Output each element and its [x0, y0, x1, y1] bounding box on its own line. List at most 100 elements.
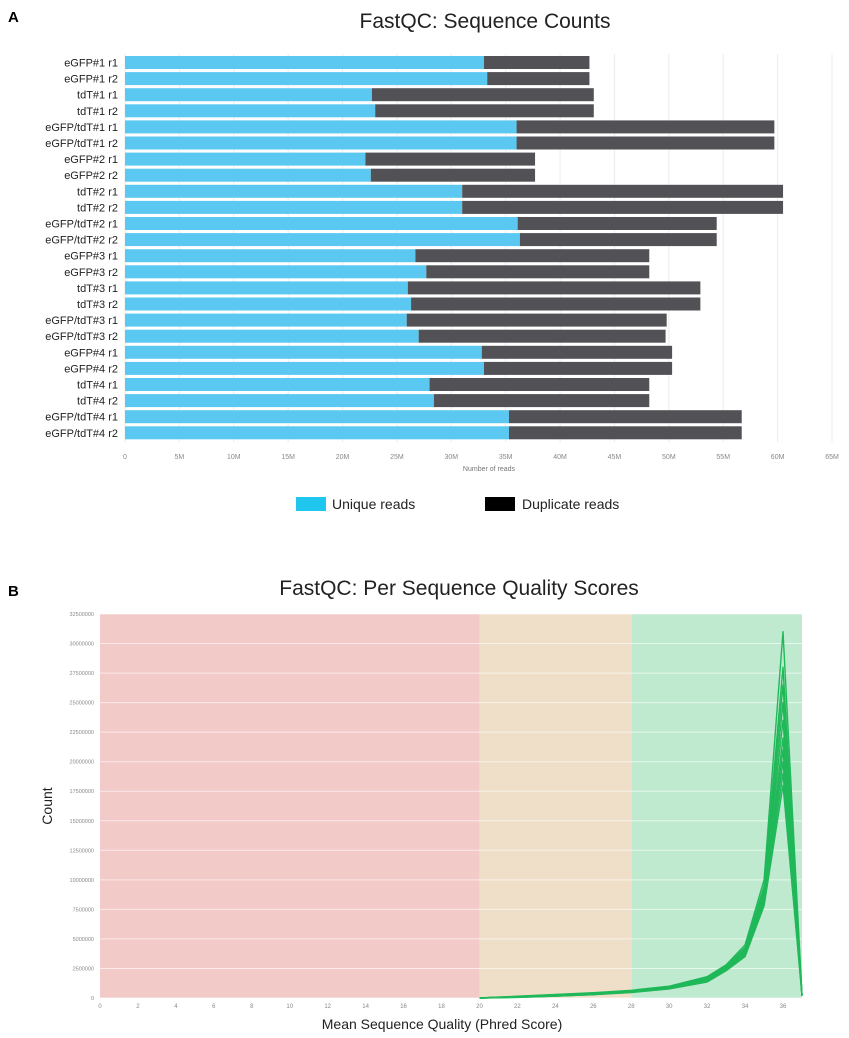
category-label: eGFP/tdT#3 r2 [45, 331, 118, 343]
x-tick-label: 18 [438, 1004, 445, 1010]
legend-swatch-unique [296, 497, 326, 511]
panel-a-title: FastQC: Sequence Counts [360, 10, 611, 33]
x-tick-label: 15M [281, 454, 295, 461]
y-tick-label: 22500000 [70, 730, 94, 736]
bar-unique [125, 378, 430, 391]
x-tick-label: 26 [590, 1004, 597, 1010]
panel-b-title: FastQC: Per Sequence Quality Scores [279, 577, 639, 600]
x-tick-label: 60M [771, 454, 785, 461]
bar-unique [125, 56, 484, 69]
panel-a-legend: Unique reads Duplicate reads [296, 496, 619, 512]
bar-duplicate [517, 217, 717, 230]
category-label: tdT#1 r1 [77, 90, 118, 102]
bar-duplicate [462, 200, 784, 214]
x-tick-label: 10 [286, 1004, 293, 1010]
x-tick-label: 20M [336, 454, 350, 461]
category-label: eGFP#3 r1 [64, 251, 118, 263]
category-label: eGFP/tdT#4 r2 [45, 428, 118, 440]
panel-a-category-labels: eGFP#1 r1 eGFP#1 r2 tdT#1 r1 tdT#1 r2 eGFP/t… [45, 58, 118, 440]
quality-line [479, 784, 803, 999]
y-tick-label: 17500000 [70, 789, 94, 795]
bar-unique [125, 184, 463, 198]
x-tick-label: 6 [212, 1004, 216, 1010]
category-label: eGFP#1 r1 [64, 58, 118, 70]
y-tick-label: 2500000 [73, 966, 94, 972]
bar-unique [125, 281, 408, 295]
quality-band [479, 614, 632, 998]
legend-label-unique: Unique reads [332, 496, 415, 512]
bar-duplicate [481, 345, 673, 359]
bar-unique [125, 233, 520, 247]
panel-b-gridlines [100, 613, 802, 999]
bar-unique [125, 152, 366, 166]
bar-duplicate [519, 233, 717, 247]
legend-swatch-duplicate [485, 497, 515, 511]
x-tick-label: 4 [174, 1004, 178, 1010]
bar-unique [125, 104, 376, 118]
y-tick-label: 32500000 [70, 612, 94, 618]
category-label: tdT#4 r1 [77, 380, 118, 392]
panel-b-letter: B [8, 583, 19, 600]
bar-duplicate [487, 72, 590, 86]
bar-duplicate [508, 426, 742, 440]
bar-unique [125, 313, 407, 327]
category-label: eGFP/tdT#2 r1 [45, 219, 118, 231]
bar-duplicate [365, 152, 536, 166]
category-label: tdT#2 r1 [77, 186, 118, 198]
bar-duplicate [418, 329, 666, 343]
x-tick-label: 8 [250, 1004, 254, 1010]
x-tick-label: 2 [136, 1004, 140, 1010]
bar-unique [125, 72, 488, 86]
category-label: tdT#3 r1 [77, 283, 118, 295]
x-tick-label: 24 [552, 1004, 559, 1010]
bar-duplicate [483, 361, 673, 375]
category-label: eGFP#4 r1 [64, 347, 118, 359]
category-label: eGFP#3 r2 [64, 267, 118, 279]
bar-duplicate [371, 88, 594, 102]
category-label: eGFP#2 r2 [64, 170, 118, 182]
panel-a-gridlines [124, 54, 833, 443]
panel-b-quality-bands [100, 614, 802, 998]
bar-duplicate [429, 378, 650, 391]
category-label: eGFP/tdT#2 r2 [45, 235, 118, 247]
bar-duplicate [516, 136, 775, 150]
category-label: eGFP#2 r1 [64, 154, 118, 166]
category-label: eGFP/tdT#1 r1 [45, 122, 118, 134]
panel-a-letter: A [8, 9, 19, 26]
x-tick-label: 22 [514, 1004, 521, 1010]
category-label: tdT#2 r2 [77, 202, 118, 214]
y-tick-label: 5000000 [73, 937, 94, 943]
bar-duplicate [483, 56, 590, 69]
bar-unique [125, 329, 419, 343]
x-tick-label: 45M [608, 454, 622, 461]
panel-b-y-ticks: 0 2500000 5000000 7500000 10000000 12500000 15… [70, 612, 94, 1002]
bar-unique [125, 265, 427, 279]
x-tick-label: 10M [227, 454, 241, 461]
x-tick-label: 36 [780, 1004, 787, 1010]
y-tick-label: 15000000 [70, 819, 94, 825]
x-tick-label: 0 [123, 454, 127, 461]
panel-a-x-ticks: 0 5M 10M 15M 20M 25M 30M 35M 40M 45M 50M 55M 60M 65M [123, 454, 839, 461]
y-tick-label: 7500000 [73, 907, 94, 913]
bar-unique [125, 88, 372, 102]
quality-band [100, 614, 480, 998]
bar-unique [125, 394, 434, 408]
category-label: eGFP#1 r2 [64, 74, 118, 86]
category-label: eGFP/tdT#4 r1 [45, 412, 118, 424]
bar-unique [125, 136, 517, 150]
panel-a-xlabel: Number of reads [463, 466, 516, 473]
bar-unique [125, 297, 412, 311]
category-label: tdT#4 r2 [77, 396, 118, 408]
bar-unique [125, 200, 463, 214]
bar-unique [125, 217, 518, 230]
y-tick-label: 12500000 [70, 848, 94, 854]
category-label: eGFP#4 r2 [64, 363, 118, 375]
category-label: tdT#3 r2 [77, 299, 118, 311]
y-tick-label: 10000000 [70, 878, 94, 884]
bar-duplicate [426, 265, 650, 279]
x-tick-label: 20 [476, 1004, 483, 1010]
panel-b-lines [479, 631, 803, 999]
x-tick-label: 50M [662, 454, 676, 461]
x-tick-label: 34 [742, 1004, 749, 1010]
